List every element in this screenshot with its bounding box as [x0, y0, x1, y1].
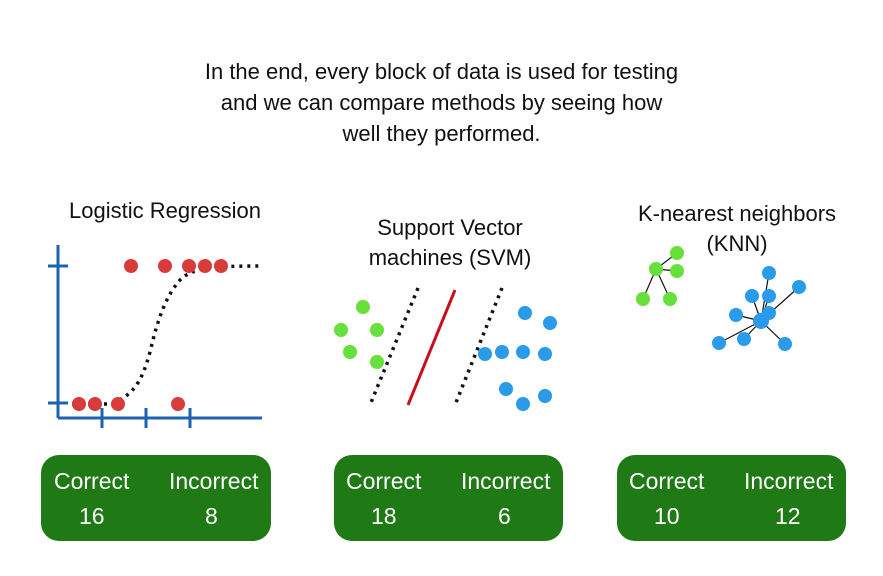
data-point — [182, 259, 196, 273]
incorrect-label: Incorrect — [169, 468, 259, 494]
data-point — [495, 345, 509, 359]
knn-green-edges — [642, 252, 678, 300]
data-point — [670, 246, 684, 260]
svm-blue-points — [478, 306, 557, 411]
logistic-regression-results: Correct 16 Incorrect 8 — [41, 455, 271, 541]
incorrect-label: Incorrect — [744, 468, 834, 494]
data-point — [72, 397, 86, 411]
svm-margin-right — [453, 287, 504, 406]
logistic-points — [72, 259, 228, 411]
data-point — [111, 397, 125, 411]
data-point — [370, 355, 384, 369]
data-point — [334, 323, 348, 337]
svm-green-points — [334, 300, 384, 369]
data-point — [499, 382, 513, 396]
data-point — [198, 259, 212, 273]
data-point — [745, 289, 759, 303]
svm-decision-boundary — [406, 289, 457, 406]
incorrect-value: 6 — [498, 503, 511, 529]
svm-margin-left — [368, 287, 420, 406]
caption-line-1: In the end, every block of data is used … — [204, 59, 679, 84]
data-point — [670, 264, 684, 278]
data-point — [762, 266, 776, 280]
correct-label: Correct — [629, 468, 705, 494]
svm-plot — [334, 287, 557, 411]
data-point — [158, 259, 172, 273]
data-point — [538, 347, 552, 361]
svm-results: Correct 18 Incorrect 6 — [334, 455, 563, 541]
data-point — [518, 306, 532, 320]
data-point — [649, 262, 663, 276]
caption: In the end, every block of data is used … — [180, 56, 703, 149]
data-point — [370, 323, 384, 337]
incorrect-label: Incorrect — [461, 468, 551, 494]
data-point — [214, 259, 228, 273]
data-point — [792, 280, 806, 294]
knn-plot — [636, 246, 806, 351]
data-point — [543, 316, 557, 330]
logistic-regression-plot — [48, 245, 263, 428]
correct-value: 10 — [654, 503, 680, 529]
svm-title-line-1: Support Vector — [377, 215, 523, 240]
knn-blue-points — [712, 266, 806, 351]
knn-blue-edges — [718, 272, 800, 345]
data-point — [729, 308, 743, 322]
data-point — [663, 292, 677, 306]
data-point — [124, 259, 138, 273]
data-point — [516, 345, 530, 359]
svm-title: Support Vector machines (SVM) — [345, 213, 555, 273]
knn-title-line-1: K-nearest neighbors — [637, 201, 837, 226]
knn-green-points — [636, 246, 684, 306]
data-point — [636, 292, 650, 306]
data-point — [343, 345, 357, 359]
correct-label: Correct — [54, 468, 130, 494]
incorrect-value: 8 — [205, 503, 218, 529]
caption-line-2: and we can compare methods by seeing how — [220, 90, 663, 115]
correct-value: 18 — [371, 503, 397, 529]
svm-title-line-2: machines (SVM) — [368, 245, 532, 270]
data-point — [538, 389, 552, 403]
sigmoid-curve — [72, 264, 263, 406]
data-point — [778, 337, 792, 351]
data-point — [712, 336, 726, 350]
data-point — [737, 332, 751, 346]
correct-value: 16 — [79, 503, 105, 529]
data-point — [88, 397, 102, 411]
logistic-regression-title-line: Logistic Regression — [69, 198, 261, 223]
data-point — [171, 397, 185, 411]
knn-title-line-2: (KNN) — [706, 231, 768, 256]
knn-results: Correct 10 Incorrect 12 — [617, 455, 846, 541]
data-point — [356, 300, 370, 314]
data-point — [762, 289, 776, 303]
caption-line-3: well they performed. — [342, 121, 541, 146]
correct-label: Correct — [346, 468, 422, 494]
data-point — [516, 397, 530, 411]
data-point — [478, 347, 492, 361]
query-point — [753, 313, 769, 329]
logistic-regression-title: Logistic Regression — [55, 196, 275, 226]
knn-title: K-nearest neighbors (KNN) — [617, 199, 857, 259]
incorrect-value: 12 — [775, 503, 801, 529]
